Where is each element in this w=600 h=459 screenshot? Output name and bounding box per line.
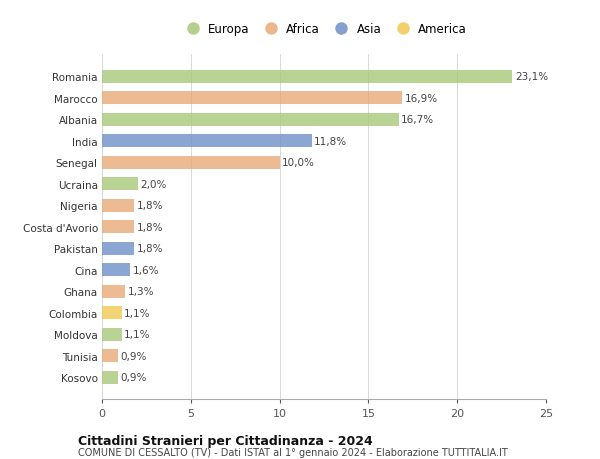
Bar bbox=[102, 199, 134, 212]
Bar bbox=[102, 349, 118, 362]
Bar bbox=[102, 285, 125, 298]
Bar bbox=[102, 307, 122, 319]
Text: 1,8%: 1,8% bbox=[137, 201, 163, 211]
Text: 16,9%: 16,9% bbox=[405, 94, 438, 104]
Bar bbox=[102, 92, 402, 105]
Text: 1,3%: 1,3% bbox=[128, 286, 154, 297]
Bar bbox=[102, 178, 137, 191]
Text: 0,9%: 0,9% bbox=[121, 372, 147, 382]
Text: Cittadini Stranieri per Cittadinanza - 2024: Cittadini Stranieri per Cittadinanza - 2… bbox=[78, 434, 373, 447]
Text: 1,8%: 1,8% bbox=[137, 244, 163, 254]
Text: 0,9%: 0,9% bbox=[121, 351, 147, 361]
Text: 11,8%: 11,8% bbox=[314, 136, 347, 146]
Bar bbox=[102, 371, 118, 384]
Bar bbox=[102, 242, 134, 255]
Text: 16,7%: 16,7% bbox=[401, 115, 434, 125]
Bar bbox=[102, 263, 130, 276]
Text: 1,1%: 1,1% bbox=[124, 308, 151, 318]
Text: 2,0%: 2,0% bbox=[140, 179, 167, 189]
Bar bbox=[102, 71, 512, 84]
Text: 1,1%: 1,1% bbox=[124, 330, 151, 339]
Text: COMUNE DI CESSALTO (TV) - Dati ISTAT al 1° gennaio 2024 - Elaborazione TUTTITALI: COMUNE DI CESSALTO (TV) - Dati ISTAT al … bbox=[78, 448, 508, 458]
Bar bbox=[102, 135, 311, 148]
Text: 1,8%: 1,8% bbox=[137, 222, 163, 232]
Text: 10,0%: 10,0% bbox=[282, 158, 315, 168]
Bar bbox=[102, 328, 122, 341]
Text: 1,6%: 1,6% bbox=[133, 265, 160, 275]
Bar bbox=[102, 113, 398, 127]
Legend: Europa, Africa, Asia, America: Europa, Africa, Asia, America bbox=[181, 23, 467, 36]
Bar bbox=[102, 221, 134, 234]
Text: 23,1%: 23,1% bbox=[515, 72, 548, 82]
Bar bbox=[102, 157, 280, 169]
